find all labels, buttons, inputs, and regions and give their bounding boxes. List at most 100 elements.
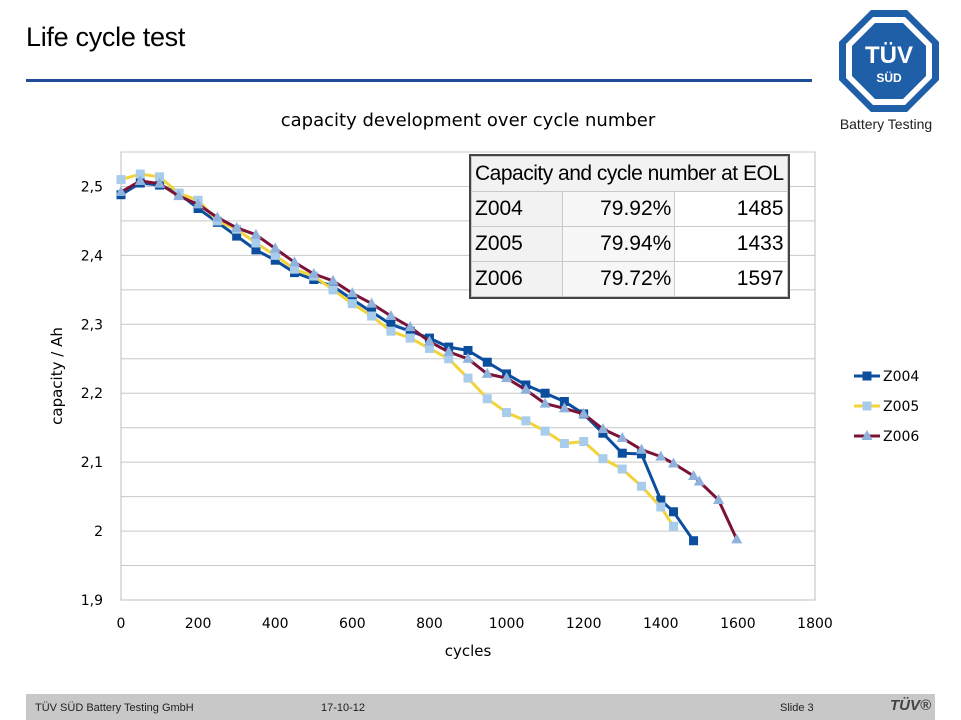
eol-row-cycles: 1597 <box>674 261 788 297</box>
data-point-z006 <box>713 494 725 505</box>
data-point-z005 <box>559 439 569 449</box>
footer-date: 17-10-12 <box>321 702 366 714</box>
logo-sub-text: SÜD <box>876 70 902 85</box>
footer-tuv-logo-icon: TÜV® <box>890 697 932 714</box>
data-point-z006 <box>154 177 166 188</box>
legend-marker-z006 <box>861 430 873 440</box>
data-point-z006 <box>250 228 262 239</box>
logo-caption: Battery Testing <box>839 116 933 132</box>
footer-company: TÜV SÜD Battery Testing GmbH <box>35 702 194 714</box>
data-point-z006 <box>269 242 281 253</box>
data-point-z006 <box>655 450 667 461</box>
eol-table: Capacity and cycle number at EOL Z004 79… <box>469 154 790 299</box>
data-point-z005 <box>637 481 646 491</box>
data-point-z006 <box>481 367 493 378</box>
data-point-z005 <box>116 175 126 185</box>
data-point-z004 <box>405 326 415 336</box>
data-point-z005 <box>540 426 550 436</box>
data-point-z005 <box>347 299 357 309</box>
eol-table-header: Capacity and cycle number at EOL <box>471 156 788 192</box>
data-point-z006 <box>462 352 474 363</box>
x-tick-label: 200 <box>185 616 212 632</box>
x-tick-label: 1800 <box>797 616 833 632</box>
data-point-z004 <box>598 428 608 438</box>
data-point-z006 <box>558 402 570 413</box>
y-tick-label: 2,1 <box>81 455 103 471</box>
data-point-z005 <box>135 169 145 179</box>
x-tick-label: 1200 <box>566 616 602 632</box>
data-point-z004 <box>689 536 699 546</box>
eol-row-percent: 79.94% <box>562 226 676 262</box>
data-point-z006 <box>404 321 416 332</box>
legend-marker-z005 <box>862 401 872 411</box>
data-point-z006 <box>668 457 680 468</box>
data-point-z005 <box>656 502 666 512</box>
data-point-z006 <box>115 185 127 196</box>
logo-main-text: TÜV <box>865 42 913 69</box>
table-row: Z006 79.72% 1597 <box>470 261 788 297</box>
data-point-z006 <box>211 211 223 222</box>
slide-title: Life cycle test <box>26 22 186 52</box>
data-point-z005 <box>405 333 415 343</box>
data-point-z005 <box>444 354 454 364</box>
tuv-sud-logo-icon: TÜV SÜD <box>839 10 939 112</box>
data-point-z005 <box>669 521 679 531</box>
data-point-z006 <box>539 397 551 408</box>
data-point-z006 <box>192 198 204 209</box>
table-row: Z004 79.92% 1485 <box>470 191 788 227</box>
x-tick-label: 1400 <box>643 616 679 632</box>
series-line-z006 <box>120 179 739 540</box>
data-point-z006 <box>597 423 609 434</box>
data-point-z006 <box>443 345 455 356</box>
x-tick-label: 0 <box>117 616 126 632</box>
data-point-z005 <box>598 454 608 464</box>
data-point-z005 <box>579 436 589 446</box>
data-point-z004 <box>617 448 627 458</box>
data-point-z005 <box>617 464 627 474</box>
data-point-z006 <box>173 190 185 201</box>
y-tick-label: 2 <box>94 524 103 540</box>
data-point-z005 <box>155 172 165 182</box>
x-tick-label: 400 <box>262 616 289 632</box>
data-point-z006 <box>693 475 705 486</box>
data-point-z004 <box>463 345 473 355</box>
data-point-z006 <box>366 297 378 308</box>
data-point-z006 <box>385 310 397 321</box>
chart-title: capacity development over cycle number <box>281 110 656 131</box>
legend-label-z004: Z004 <box>883 369 919 385</box>
data-point-z006 <box>231 221 243 232</box>
eol-row-name: Z005 <box>470 226 564 262</box>
legend-label-z006: Z006 <box>883 429 919 445</box>
data-point-z006 <box>636 443 647 454</box>
data-point-z004 <box>232 231 242 241</box>
data-point-z004 <box>637 449 646 459</box>
y-tick-label: 2,2 <box>81 386 103 402</box>
data-point-z005 <box>386 326 396 336</box>
x-axis-label: cycles <box>445 642 492 660</box>
legend-label-z005: Z005 <box>883 399 919 415</box>
data-point-z005 <box>251 238 261 248</box>
y-tick-label: 2,3 <box>81 317 103 333</box>
eol-row-name: Z004 <box>470 191 564 227</box>
data-point-z004 <box>482 357 492 367</box>
data-point-z004 <box>386 319 396 329</box>
data-point-z006 <box>578 407 590 418</box>
eol-row-cycles: 1485 <box>674 191 788 227</box>
data-point-z006 <box>423 335 435 346</box>
y-tick-label: 1,9 <box>81 593 103 609</box>
data-point-z006 <box>688 469 700 480</box>
data-point-z005 <box>424 343 434 353</box>
data-point-z006 <box>346 287 358 298</box>
y-axis-label: capacity / Ah <box>48 327 66 425</box>
x-tick-label: 800 <box>416 616 443 632</box>
data-point-z005 <box>290 264 299 274</box>
x-tick-label: 1600 <box>720 616 756 632</box>
y-tick-label: 2,4 <box>81 248 103 264</box>
eol-row-percent: 79.92% <box>562 191 676 227</box>
data-point-z004 <box>251 245 261 255</box>
data-point-z005 <box>463 373 473 383</box>
data-point-z005 <box>270 250 280 260</box>
data-point-z006 <box>501 372 513 383</box>
data-point-z005 <box>482 394 492 404</box>
data-point-z005 <box>328 285 338 295</box>
